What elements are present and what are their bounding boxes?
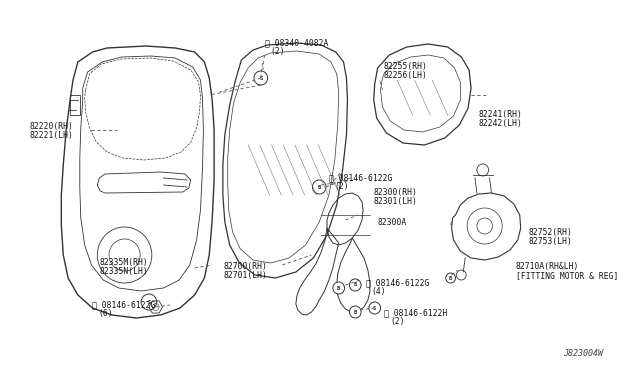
Text: [FITTING MOTOR & REG]: [FITTING MOTOR & REG] [516,271,618,280]
Circle shape [141,294,157,310]
Text: B: B [317,185,321,189]
Text: 82221(LH): 82221(LH) [29,131,73,140]
Text: ⒱ 08146-6122G: ⒱ 08146-6122G [366,278,429,287]
Text: 82300(RH): 82300(RH) [374,188,418,197]
Text: 82710A(RH&LH): 82710A(RH&LH) [516,262,579,271]
Text: S: S [373,305,376,311]
Circle shape [333,282,344,294]
Text: 82255(RH): 82255(RH) [383,62,428,71]
Text: 82300A: 82300A [378,218,407,227]
Text: ⒱ 08146-6122G: ⒱ 08146-6122G [329,173,392,182]
Text: 82242(LH): 82242(LH) [479,119,523,128]
Text: (2): (2) [335,182,349,191]
Text: ⒱ 08146-6122H: ⒱ 08146-6122H [385,308,448,317]
Text: 82335M(RH): 82335M(RH) [99,258,148,267]
Text: 82301(LH): 82301(LH) [374,197,418,206]
Text: (6): (6) [99,309,113,318]
Text: B: B [449,276,452,280]
Text: 82256(LH): 82256(LH) [383,71,428,80]
Text: J823004W: J823004W [563,349,604,358]
Text: B: B [354,310,357,314]
Text: B: B [354,282,357,288]
Text: 82335N(LH): 82335N(LH) [99,267,148,276]
Text: ⒱ 08146-6122G: ⒱ 08146-6122G [92,300,156,309]
Text: Ⓜ 08340-4082A: Ⓜ 08340-4082A [265,38,328,47]
Circle shape [369,302,381,314]
Circle shape [312,180,326,194]
Text: 82241(RH): 82241(RH) [479,110,523,119]
Text: 82701(LH): 82701(LH) [224,271,268,280]
Text: S: S [147,299,150,305]
Text: (4): (4) [372,287,387,296]
Circle shape [349,279,361,291]
Text: 82752(RH): 82752(RH) [529,228,572,237]
Circle shape [349,306,361,318]
Text: 82220(RH): 82220(RH) [29,122,73,131]
Text: 82700(RH): 82700(RH) [224,262,268,271]
Text: 82753(LH): 82753(LH) [529,237,572,246]
Text: B: B [337,285,340,291]
Text: (2): (2) [390,317,405,326]
Circle shape [254,71,268,85]
Circle shape [445,273,456,283]
Text: S: S [259,76,262,80]
Text: (2): (2) [271,47,285,56]
